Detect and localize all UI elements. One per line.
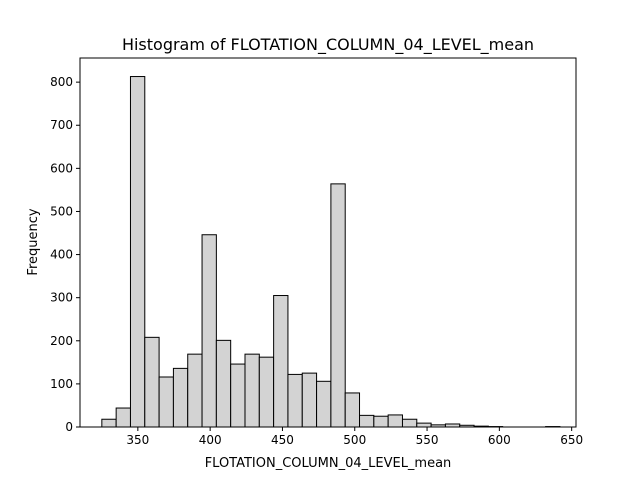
y-tick-label: 500 — [50, 204, 73, 218]
histogram-bar — [144, 336, 160, 428]
bars-group — [101, 76, 561, 428]
histogram-bar — [316, 380, 332, 428]
histogram-bar — [158, 376, 174, 428]
histogram-bar — [101, 418, 117, 428]
x-tick-label: 350 — [126, 433, 149, 447]
histogram-bar — [359, 414, 375, 428]
y-axis-ticks: 0 100 200 300 400 500 600 700 800 — [50, 75, 80, 434]
histogram-bar — [273, 295, 289, 428]
histogram-bar — [230, 363, 246, 428]
histogram-bar — [115, 407, 131, 428]
histogram-bar — [172, 367, 189, 428]
chart-title: Histogram of FLOTATION_COLUMN_04_LEVEL_m… — [122, 35, 534, 55]
histogram-bar — [330, 183, 346, 428]
y-tick-label: 400 — [50, 248, 73, 262]
x-tick-label: 500 — [343, 433, 366, 447]
histogram-bar — [201, 234, 217, 428]
x-tick-label: 600 — [488, 433, 511, 447]
histogram-bar — [244, 353, 260, 428]
y-tick-label: 100 — [50, 377, 73, 391]
x-axis-ticks: 350 400 450 500 550 600 650 — [126, 427, 583, 447]
histogram-bar — [215, 339, 232, 428]
histogram-bar — [387, 414, 403, 428]
x-tick-label: 450 — [271, 433, 294, 447]
y-tick-label: 200 — [50, 334, 73, 348]
histogram-bar — [287, 373, 303, 428]
y-tick-label: 700 — [50, 118, 73, 132]
histogram-bar — [301, 372, 318, 428]
x-axis-label: FLOTATION_COLUMN_04_LEVEL_mean — [205, 456, 452, 471]
histogram-bar — [344, 392, 361, 428]
y-tick-label: 300 — [50, 291, 73, 305]
histogram-bar — [187, 353, 203, 428]
x-tick-label: 550 — [416, 433, 439, 447]
y-tick-label: 600 — [50, 161, 73, 175]
x-tick-label: 400 — [199, 433, 222, 447]
histogram-bar — [401, 418, 418, 428]
histogram-bar — [416, 422, 432, 428]
y-tick-label: 800 — [50, 75, 73, 89]
y-axis-label: Frequency — [26, 208, 41, 275]
histogram-bar — [373, 415, 389, 428]
plot-frame — [79, 57, 577, 428]
histogram-bar — [129, 76, 146, 428]
y-tick-label: 0 — [65, 420, 73, 434]
histogram-bar — [258, 356, 275, 428]
x-tick-label: 650 — [560, 433, 583, 447]
